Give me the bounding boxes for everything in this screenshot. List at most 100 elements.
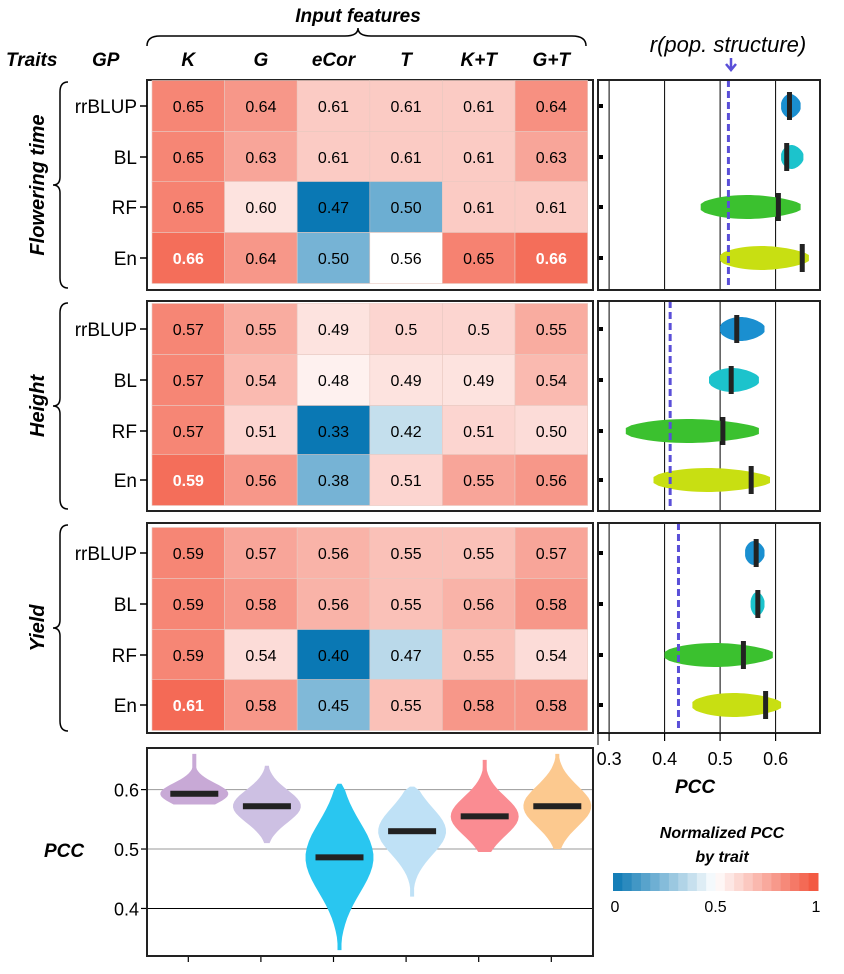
heatmap-cell bbox=[369, 354, 443, 406]
cell-value: 0.33 bbox=[318, 424, 349, 441]
y-tick-label: 0.6 bbox=[114, 781, 139, 801]
legend-swatch bbox=[622, 873, 633, 891]
legend-swatch bbox=[752, 873, 763, 891]
row-label: En bbox=[114, 471, 137, 492]
heatmap-title: Input features bbox=[295, 6, 421, 27]
row-label: rrBLUP bbox=[75, 544, 137, 565]
y-tick-label: 0.5 bbox=[114, 840, 139, 860]
pcc-violin-panels: r(pop. structure) 0.3 0.4 0.5 0.6 PCC bbox=[597, 32, 821, 798]
cell-value: 0.59 bbox=[173, 473, 204, 490]
cell-value: 0.61 bbox=[463, 150, 494, 167]
legend-swatch bbox=[790, 873, 800, 891]
y-tick-label: 0.4 bbox=[114, 899, 139, 919]
cell-value: 0.50 bbox=[318, 251, 349, 268]
heatmap-cell bbox=[224, 629, 298, 681]
heatmap: 0.65 0.64 0.61 0.61 0.61 0.64 rrBLUP 0.65 0.63 0.… bbox=[27, 79, 594, 734]
heatmap-cell bbox=[224, 679, 298, 731]
cell-value: 0.61 bbox=[318, 150, 349, 167]
cell-value: 0.58 bbox=[245, 597, 276, 614]
row-marker bbox=[599, 205, 603, 209]
row-marker bbox=[599, 429, 603, 433]
cell-value: 0.61 bbox=[536, 200, 567, 217]
row-label: rrBLUP bbox=[75, 320, 137, 341]
heatmap-cell bbox=[151, 232, 225, 284]
row-marker bbox=[599, 703, 603, 707]
violin-median bbox=[533, 803, 582, 810]
heatmap-cell bbox=[514, 405, 588, 457]
column-label: eCor bbox=[312, 50, 357, 71]
cell-value: 0.61 bbox=[463, 200, 494, 217]
cell-value: 0.54 bbox=[536, 373, 567, 390]
heatmap-cell bbox=[369, 527, 443, 579]
cell-value: 0.54 bbox=[245, 373, 276, 390]
cell-value: 0.58 bbox=[463, 698, 494, 715]
heatmap-cell bbox=[514, 232, 588, 284]
legend-title: Normalized PCC bbox=[660, 825, 785, 842]
heatmap-cell bbox=[514, 80, 588, 132]
cell-value: 0.56 bbox=[391, 251, 422, 268]
column-brace bbox=[146, 27, 587, 47]
heatmap-cell bbox=[442, 405, 516, 457]
legend-swatch bbox=[734, 873, 744, 891]
cell-value: 0.47 bbox=[391, 648, 422, 665]
heatmap-frame bbox=[146, 79, 594, 291]
legend-swatch bbox=[631, 873, 642, 891]
heatmap-cell bbox=[514, 303, 588, 355]
axis-tick-label: 0.4 bbox=[652, 749, 677, 769]
gp-header: GP bbox=[92, 50, 120, 71]
heatmap-cell bbox=[296, 354, 371, 406]
cell-value: 0.61 bbox=[391, 99, 422, 116]
heatmap-cell bbox=[442, 454, 516, 506]
pcc-panel bbox=[597, 79, 821, 291]
column-label: K bbox=[181, 50, 196, 71]
row-label: BL bbox=[114, 148, 137, 169]
violin-median bbox=[775, 193, 781, 221]
heatmap-cell bbox=[296, 454, 371, 506]
cell-value: 0.61 bbox=[318, 99, 349, 116]
cell-value: 0.66 bbox=[173, 251, 204, 268]
heatmap-cell bbox=[151, 354, 225, 406]
x-axis-label: PCC bbox=[675, 777, 715, 798]
violin-median bbox=[460, 813, 509, 820]
violin-median bbox=[740, 641, 746, 669]
pop-structure-title: r(pop. structure) bbox=[650, 32, 807, 57]
heatmap-cell bbox=[369, 303, 443, 355]
trait-label: Flowering time bbox=[27, 114, 49, 255]
column-label: K+T bbox=[460, 50, 498, 71]
cell-value: 0.65 bbox=[173, 150, 204, 167]
trait-label: Height bbox=[27, 374, 49, 438]
row-marker bbox=[599, 551, 603, 555]
heatmap-cell bbox=[369, 232, 443, 284]
heatmap-cell bbox=[514, 454, 588, 506]
heatmap-cell bbox=[369, 80, 443, 132]
cell-value: 0.54 bbox=[536, 648, 567, 665]
cell-value: 0.42 bbox=[391, 424, 422, 441]
violin-K bbox=[160, 753, 229, 805]
column-label: G+T bbox=[533, 50, 572, 71]
cell-value: 0.56 bbox=[536, 473, 567, 490]
heatmap-cell bbox=[151, 131, 225, 183]
cell-value: 0.40 bbox=[318, 648, 349, 665]
row-label: BL bbox=[114, 371, 137, 392]
cell-value: 0.58 bbox=[245, 698, 276, 715]
violin-median bbox=[755, 590, 761, 618]
cell-value: 0.56 bbox=[245, 473, 276, 490]
cell-value: 0.51 bbox=[463, 424, 494, 441]
violin-median bbox=[170, 790, 219, 797]
panel-frame bbox=[597, 79, 821, 291]
legend-tick-label: 0.5 bbox=[704, 899, 726, 916]
heatmap-cell bbox=[224, 232, 298, 284]
heatmap-cell bbox=[442, 629, 516, 681]
row-marker bbox=[599, 602, 603, 606]
violin-En bbox=[653, 468, 770, 492]
heatmap-cell bbox=[151, 181, 225, 233]
heatmap-cell bbox=[514, 354, 588, 406]
heatmap-cell bbox=[151, 80, 225, 132]
heatmap-frame bbox=[146, 522, 594, 734]
row-marker bbox=[599, 256, 603, 260]
cell-value: 0.58 bbox=[536, 698, 567, 715]
legend-subtitle: by trait bbox=[695, 849, 749, 866]
pcc-axis: 0.3 0.4 0.5 0.6 PCC bbox=[597, 733, 788, 798]
cell-value: 0.38 bbox=[318, 473, 349, 490]
violin-median bbox=[786, 92, 792, 120]
